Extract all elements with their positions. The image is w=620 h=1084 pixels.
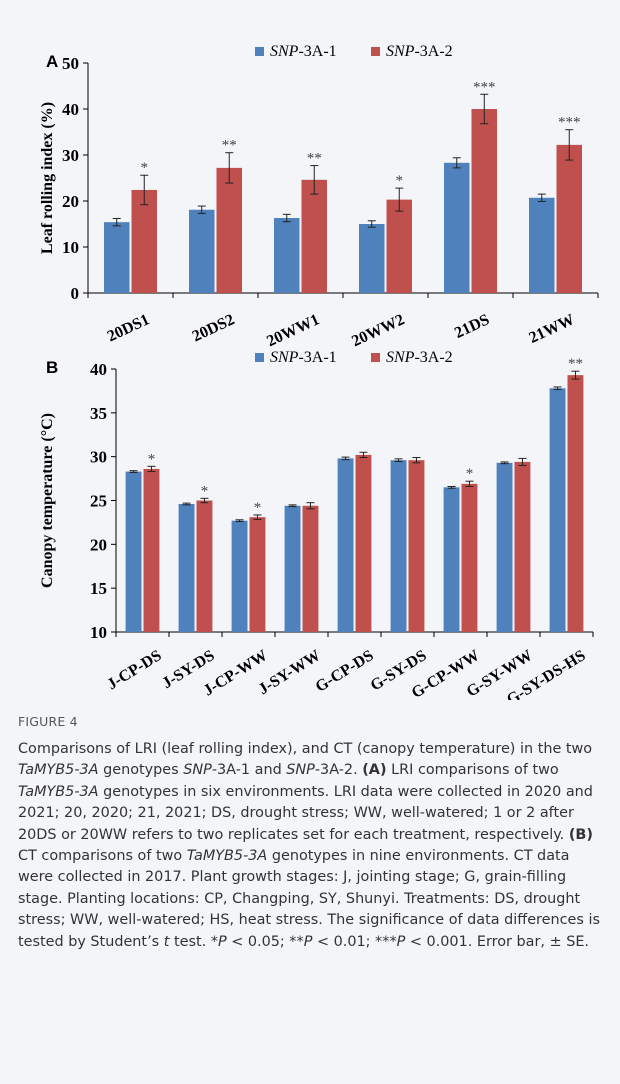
bar: [408, 460, 425, 632]
y-axis-label: Canopy temperature (°C): [39, 413, 56, 588]
y-tick-label: 35: [90, 404, 107, 423]
x-tick-label: 21WW: [527, 311, 578, 347]
y-tick-label: 30: [62, 146, 79, 165]
legend-swatch: [255, 353, 264, 362]
bar: [125, 471, 142, 632]
panel-label: B: [46, 358, 58, 377]
panel-label: A: [46, 52, 58, 71]
legend-entry: SNP-3A-1: [270, 43, 337, 60]
legend-entry: SNP-3A-2: [386, 43, 453, 60]
bar: [461, 483, 478, 632]
bar: [284, 505, 301, 632]
significance-label: *: [466, 466, 474, 482]
x-tick-label: 20WW1: [264, 311, 322, 350]
y-tick-label: 10: [62, 238, 79, 257]
bar: [131, 189, 157, 293]
bar: [390, 460, 407, 632]
bar: [178, 504, 195, 632]
significance-label: *: [396, 173, 404, 189]
significance-label: *: [148, 451, 156, 467]
bar: [189, 209, 215, 293]
bar: [359, 224, 385, 293]
bar: [302, 505, 319, 632]
significance-label: **: [568, 356, 583, 372]
bar: [337, 458, 354, 632]
y-tick-label: 10: [90, 623, 107, 642]
y-tick-label: 25: [90, 492, 107, 511]
y-tick-label: 20: [90, 535, 107, 554]
y-tick-label: 15: [90, 579, 107, 598]
charts-svg: A SNP-3A-1 SNP-3A-2 0 10 20 30 40 50 Leaf rolling…: [39, 43, 599, 700]
significance-label: ***: [473, 79, 496, 95]
bar: [567, 375, 584, 632]
bar: [231, 520, 248, 632]
y-tick-label: 30: [90, 448, 107, 467]
significance-label: *: [141, 160, 149, 176]
y-tick-label: 40: [90, 360, 107, 379]
bar: [529, 197, 555, 293]
bar: [471, 109, 497, 293]
figure-caption: Comparisons of LRI (leaf rolling index),…: [18, 741, 600, 950]
bar: [196, 500, 213, 632]
significance-label: ***: [558, 115, 581, 131]
y-tick-label: 50: [62, 54, 79, 73]
legend-swatch: [255, 47, 264, 56]
x-tick-label: J-CP-DS: [104, 647, 164, 693]
bar: [514, 461, 531, 632]
bar: [274, 218, 300, 293]
chart-panel-a: A SNP-3A-1 SNP-3A-2 0 10 20 30 40 50 Leaf rolling…: [39, 43, 599, 350]
bar: [104, 222, 130, 293]
bar: [496, 462, 513, 632]
x-tick-label: 20DS2: [190, 311, 237, 345]
figure-label: FIGURE 4: [18, 714, 78, 729]
significance-label: *: [254, 500, 262, 516]
x-tick-label: 21DS: [452, 311, 492, 342]
bar: [143, 468, 160, 632]
x-tick-label: 20DS1: [105, 311, 152, 345]
caption-block: FIGURE 4 Comparisons of LRI (leaf rollin…: [18, 714, 608, 953]
bar: [386, 199, 412, 293]
bar: [216, 167, 242, 293]
significance-label: *: [201, 483, 209, 499]
y-tick-label: 0: [71, 284, 80, 303]
bar: [444, 162, 470, 293]
y-axis-label: Leaf rolling index (%): [39, 102, 56, 254]
y-tick-label: 20: [62, 192, 79, 211]
x-tick-label: 20WW2: [349, 311, 407, 350]
significance-label: **: [222, 138, 237, 154]
bar: [355, 454, 372, 632]
chart-panel-b: B SNP-3A-1 SNP-3A-2 10 15 20 25 30 35 40 Canopy te…: [39, 349, 594, 700]
legend-entry: SNP-3A-1: [270, 349, 337, 366]
y-tick-label: 40: [62, 100, 79, 119]
legend-swatch: [371, 353, 380, 362]
significance-label: **: [307, 151, 322, 167]
legend-entry: SNP-3A-2: [386, 349, 453, 366]
bar: [443, 487, 460, 632]
bar: [549, 388, 566, 632]
bar: [249, 517, 266, 632]
bar: [556, 144, 582, 293]
x-tick-label: G-CP-DS: [313, 647, 377, 696]
legend-swatch: [371, 47, 380, 56]
bar: [301, 179, 327, 293]
